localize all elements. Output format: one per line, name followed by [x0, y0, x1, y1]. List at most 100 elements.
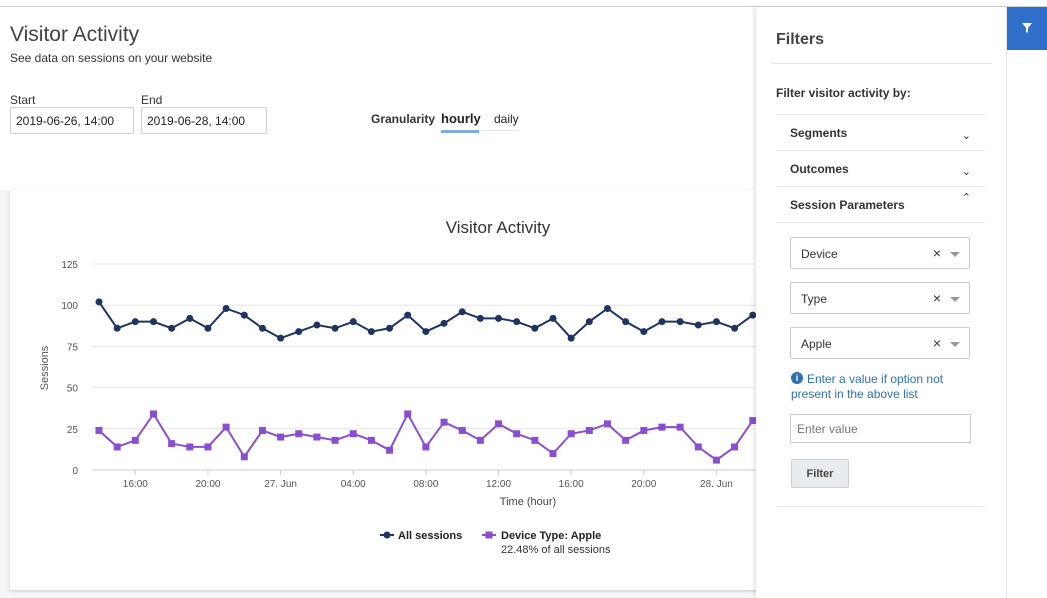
data-point-all-sessions [349, 318, 357, 326]
caret-down-icon[interactable] [950, 297, 960, 302]
data-point-all-sessions [258, 324, 266, 332]
granularity-daily-tab[interactable]: daily [494, 112, 519, 126]
granularity-track [479, 130, 519, 131]
data-point-device-type-apple [658, 423, 666, 431]
data-point-device-type-apple [422, 443, 430, 451]
accordion-outcomes[interactable]: Outcomes ⌄ [776, 151, 985, 187]
page-subtitle: See data on sessions on your website [10, 51, 213, 65]
data-point-all-sessions [295, 328, 303, 336]
data-point-device-type-apple [495, 420, 503, 428]
data-point-device-type-apple [277, 433, 285, 441]
chevron-down-icon: ⌄ [961, 130, 971, 142]
data-point-device-type-apple [367, 436, 375, 444]
data-point-device-type-apple [168, 440, 176, 448]
data-point-device-type-apple [603, 420, 611, 428]
y-tick-label: 50 [67, 384, 79, 395]
legend-device-type-apple[interactable]: Device Type: Apple [501, 530, 601, 542]
data-point-all-sessions [131, 318, 139, 326]
info-text: Enter a value if option not present in t… [791, 372, 944, 401]
y-tick-label: 25 [67, 425, 79, 436]
x-tick-label: 16:00 [123, 479, 148, 490]
value-select[interactable]: Apple × [790, 327, 970, 359]
data-point-device-type-apple [549, 450, 557, 458]
data-point-device-type-apple [731, 443, 739, 451]
x-axis-label: Time (hour) [500, 496, 556, 508]
series-line-device-type-apple [98, 411, 754, 462]
x-tick-label: 20:00 [195, 479, 220, 490]
start-date-input[interactable] [10, 107, 134, 134]
filters-panel: Filters Filter visitor activity by: Segm… [756, 7, 1007, 598]
type-select-value: Type [801, 292, 828, 306]
enter-value-input[interactable] [790, 414, 971, 443]
clear-icon[interactable]: × [932, 290, 941, 306]
filters-subtitle: Filter visitor activity by: [776, 86, 911, 100]
data-point-all-sessions [622, 318, 630, 326]
accordion-segments[interactable]: Segments ⌄ [776, 115, 985, 151]
chart-card: Visitor Activity 0 25 50 75 100 125 16:00 20:0… [10, 190, 756, 590]
x-tick-label: 27. Jun [264, 479, 297, 490]
clear-icon[interactable]: × [932, 245, 941, 261]
data-point-device-type-apple [622, 436, 630, 444]
y-tick-label: 75 [67, 342, 79, 353]
accordion-session-parameters[interactable]: Session Parameters ⌃ [776, 187, 985, 223]
filter-toggle-button[interactable] [1007, 7, 1047, 50]
data-point-all-sessions [367, 328, 375, 336]
accordion-session-parameters-label: Session Parameters [790, 198, 905, 212]
granularity-active-indicator [441, 130, 479, 133]
granularity-hourly-tab[interactable]: hourly [441, 111, 481, 126]
data-point-all-sessions [585, 318, 593, 326]
data-point-all-sessions [95, 298, 103, 306]
caret-down-icon[interactable] [950, 342, 960, 347]
data-point-all-sessions [513, 318, 521, 326]
data-point-device-type-apple [476, 436, 484, 444]
data-point-device-type-apple [113, 443, 121, 451]
data-point-all-sessions [113, 324, 121, 332]
data-point-all-sessions [476, 314, 484, 322]
filters-divider [770, 63, 992, 64]
data-point-device-type-apple [149, 410, 157, 418]
data-point-device-type-apple [531, 436, 539, 444]
main-area: Visitor Activity See data on sessions on… [0, 7, 756, 598]
data-point-all-sessions [640, 328, 648, 336]
data-point-device-type-apple [386, 446, 394, 454]
device-select[interactable]: Device × [790, 237, 970, 269]
data-point-all-sessions [240, 311, 248, 319]
legend-apple-marker [485, 531, 493, 539]
data-point-device-type-apple [331, 436, 339, 444]
x-tick-label: 04:00 [341, 479, 366, 490]
data-point-all-sessions [222, 304, 230, 312]
data-point-device-type-apple [95, 426, 103, 434]
chart-legend: All sessions Device Type: Apple 22.48% o… [380, 530, 611, 556]
caret-down-icon[interactable] [950, 252, 960, 257]
data-point-all-sessions [386, 324, 394, 332]
filter-button[interactable]: Filter [791, 459, 849, 488]
data-point-all-sessions [495, 314, 503, 322]
y-tick-label: 0 [72, 466, 78, 477]
data-point-device-type-apple [458, 426, 466, 434]
x-tick-label: 12:00 [486, 479, 511, 490]
granularity-label: Granularity [371, 112, 436, 126]
end-date-input[interactable] [141, 107, 267, 134]
device-select-value: Device [801, 247, 838, 261]
data-point-all-sessions [149, 318, 157, 326]
data-point-device-type-apple [749, 417, 756, 425]
type-select[interactable]: Type × [790, 282, 970, 314]
end-label: End [141, 93, 163, 107]
chevron-up-icon: ⌃ [961, 192, 971, 204]
value-select-value: Apple [801, 337, 832, 351]
legend-all-sessions[interactable]: All sessions [398, 530, 462, 542]
data-point-all-sessions [694, 321, 702, 329]
data-point-device-type-apple [404, 410, 412, 418]
data-point-device-type-apple [349, 430, 357, 438]
x-tick-label: 20:00 [631, 479, 656, 490]
data-point-all-sessions [567, 334, 575, 342]
filter-funnel-icon [1022, 23, 1032, 33]
data-point-all-sessions [531, 324, 539, 332]
data-point-all-sessions [313, 321, 321, 329]
filters-title: Filters [776, 31, 825, 48]
data-point-all-sessions [186, 314, 194, 322]
data-point-all-sessions [731, 324, 739, 332]
accordion-outcomes-label: Outcomes [790, 162, 849, 176]
clear-icon[interactable]: × [932, 335, 941, 351]
data-point-all-sessions [658, 318, 666, 326]
